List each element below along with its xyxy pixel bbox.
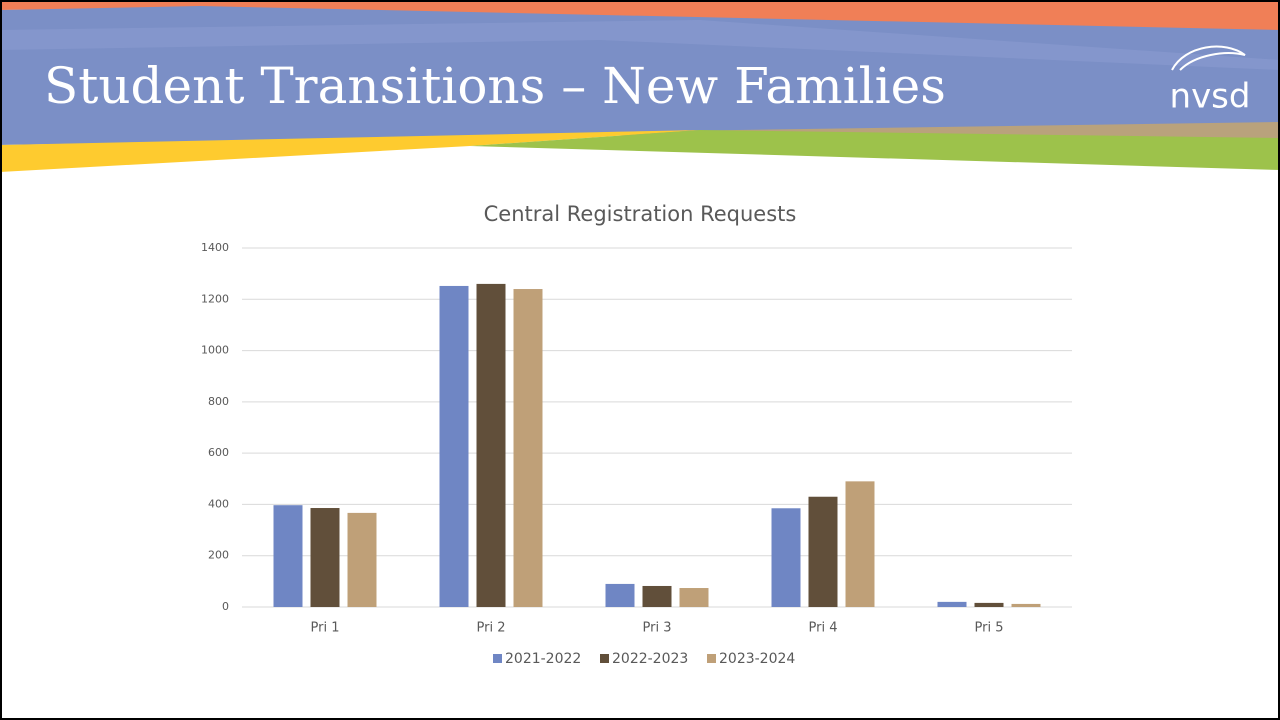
legend-label: 2022-2023 (612, 651, 688, 667)
bar (439, 285, 469, 607)
bar (310, 508, 340, 607)
band-blue-light (0, 20, 1280, 70)
bar (513, 289, 543, 607)
y-tick-label: 1400 (201, 241, 229, 254)
legend-label: 2023-2024 (719, 651, 795, 667)
chart-title: Central Registration Requests (484, 202, 797, 226)
y-tick-label: 0 (222, 600, 229, 613)
plot: 0 200 400 600 800 1000 1200 1400 Pri 1 Pri 2 Pri 3… (201, 241, 1072, 667)
bar (273, 505, 303, 607)
legend-swatch (493, 654, 502, 663)
logo: nvsd (1170, 77, 1251, 117)
bar (937, 601, 967, 607)
y-tick-label: 800 (208, 395, 229, 408)
bar (476, 283, 506, 607)
bar (679, 588, 709, 607)
legend-label: 2021-2022 (505, 651, 581, 667)
bar (347, 512, 377, 607)
x-tick-label: Pri 1 (311, 621, 340, 636)
bar (642, 585, 672, 607)
bar (771, 508, 801, 607)
y-tick-label: 400 (208, 497, 229, 510)
band-yellow (0, 130, 700, 172)
legend-swatch (707, 654, 716, 663)
x-tick-label: Pri 5 (975, 621, 1004, 636)
legend-swatch (600, 654, 609, 663)
bar (605, 583, 635, 607)
bar (974, 602, 1004, 607)
x-tick-label: Pri 3 (643, 621, 672, 636)
bar (1011, 603, 1041, 607)
x-tick-label: Pri 2 (477, 621, 506, 636)
bar (808, 496, 838, 607)
y-tick-label: 200 (208, 549, 229, 562)
y-tick-label: 1000 (201, 344, 229, 357)
slide-title: Student Transitions – New Families (44, 57, 946, 115)
x-tick-label: Pri 4 (809, 621, 838, 636)
logo-leaf (1171, 45, 1246, 71)
band-green (470, 130, 1280, 170)
y-tick-label: 600 (208, 446, 229, 459)
bar (845, 481, 875, 607)
y-tick-label: 1200 (201, 292, 229, 305)
